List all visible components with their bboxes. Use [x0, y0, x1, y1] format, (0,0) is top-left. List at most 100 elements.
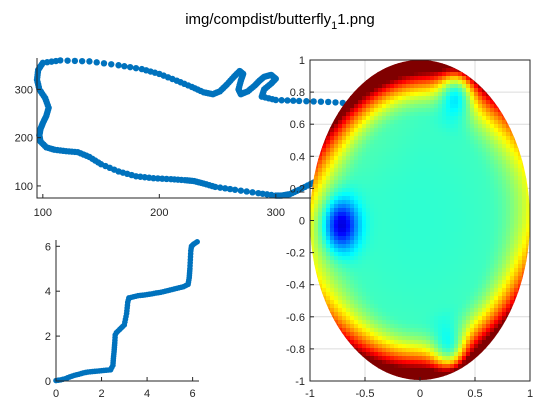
heatmap-cell [310, 188, 315, 193]
heatmap-cell [506, 244, 511, 249]
heatmap-cell [506, 224, 511, 229]
heatmap-cell [362, 80, 367, 85]
heatmap-cell [334, 156, 339, 161]
heatmap-cell [378, 72, 383, 77]
heatmap-cell [358, 348, 363, 353]
heatmap-cell [470, 320, 475, 325]
heatmap-cell [454, 192, 459, 197]
heatmap-cell [434, 172, 439, 177]
heatmap-cell [366, 324, 371, 329]
heatmap-cell [454, 356, 459, 361]
heatmap-cell [314, 228, 319, 233]
heatmap-cell [450, 96, 455, 101]
heatmap-cell [386, 136, 391, 141]
heatmap-cell [450, 84, 455, 89]
heatmap-cell [466, 68, 471, 73]
heatmap-cell [362, 168, 367, 173]
heatmap-cell [446, 256, 451, 261]
heatmap-cell [322, 212, 327, 217]
heatmap-cell [478, 268, 483, 273]
heatmap-cell [394, 244, 399, 249]
heatmap-cell [390, 80, 395, 85]
heatmap-cell [374, 200, 379, 205]
heatmap-cell [502, 216, 507, 221]
heatmap-cell [494, 208, 499, 213]
heatmap-cell [482, 84, 487, 89]
heatmap-cell [482, 132, 487, 137]
heatmap-cell [430, 140, 435, 145]
heatmap-cell [474, 276, 479, 281]
heatmap-cell [398, 252, 403, 257]
heatmap-cell [470, 260, 475, 265]
heatmap-cell [402, 296, 407, 301]
heatmap-cell [354, 112, 359, 117]
heatmap-cell [470, 212, 475, 217]
heatmap-cell [326, 184, 331, 189]
heatmap-cell [426, 296, 431, 301]
heatmap-cell [522, 268, 527, 273]
heatmap-cell [378, 268, 383, 273]
heatmap-cell [390, 124, 395, 129]
heatmap-cell [342, 208, 347, 213]
heatmap-cell [426, 252, 431, 257]
heatmap-cell [310, 264, 315, 269]
heatmap-cell [318, 152, 323, 157]
heatmap-cell [418, 132, 423, 137]
heatmap-cell [466, 368, 471, 373]
heatmap-cell [398, 168, 403, 173]
heatmap-cell [422, 132, 427, 137]
heatmap-cell [494, 256, 499, 261]
heatmap-cell [374, 152, 379, 157]
heatmap-cell [478, 156, 483, 161]
heatmap-cell [402, 160, 407, 165]
heatmap-cell [334, 216, 339, 221]
heatmap-cell [454, 324, 459, 329]
heatmap-cell [526, 240, 530, 245]
heatmap-cell [378, 108, 383, 113]
heatmap-cell [486, 244, 491, 249]
heatmap-cell [330, 192, 335, 197]
heatmap-cell [406, 180, 411, 185]
heatmap-cell [474, 156, 479, 161]
heatmap-cell [366, 340, 371, 345]
heatmap-cell [362, 320, 367, 325]
heatmap-cell [454, 164, 459, 169]
heatmap-cell [466, 300, 471, 305]
heatmap-cell [486, 160, 491, 165]
heatmap-cell [398, 312, 403, 317]
heatmap-cell [470, 168, 475, 173]
heatmap-cell [442, 364, 447, 369]
heatmap-cell [426, 84, 431, 89]
heatmap-cell [494, 132, 499, 137]
heatmap-cell [458, 64, 463, 69]
heatmap-cell [418, 96, 423, 101]
heatmap-cell [346, 312, 351, 317]
heatmap-cell [438, 276, 443, 281]
heatmap-cell [438, 112, 443, 117]
heatmap-cell [362, 84, 367, 89]
heatmap-cell [490, 204, 495, 209]
heatmap-cell [410, 360, 415, 365]
heatmap-cell [378, 192, 383, 197]
heatmap-cell [486, 148, 491, 153]
heatmap-cell [366, 248, 371, 253]
heatmap-cell [482, 356, 487, 361]
heatmap-cell [334, 316, 339, 321]
heatmap-cell [322, 248, 327, 253]
heatmap-cell [378, 156, 383, 161]
heatmap-cell [482, 332, 487, 337]
heatmap-cell [514, 288, 519, 293]
heatmap-cell [426, 256, 431, 261]
heatmap-cell [350, 116, 355, 121]
heatmap-cell [422, 260, 427, 265]
heatmap-cell [454, 296, 459, 301]
heatmap-cell [410, 104, 415, 109]
heatmap-cell [454, 148, 459, 153]
heatmap-cell [318, 140, 323, 145]
heatmap-cell [498, 140, 503, 145]
heatmap-cell [430, 92, 435, 97]
heatmap-cell [378, 324, 383, 329]
heatmap-cell [446, 196, 451, 201]
heatmap-cell [450, 212, 455, 217]
